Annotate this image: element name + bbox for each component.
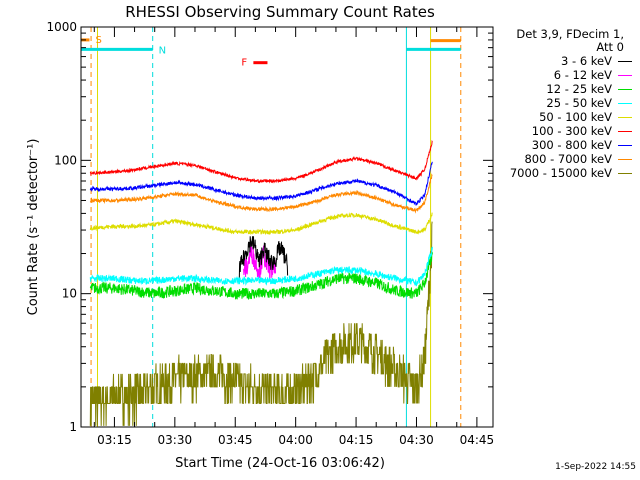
legend-entry: 100 - 300 keV <box>482 124 634 138</box>
legend-entry: 800 - 7000 keV <box>482 152 634 166</box>
legend-swatch <box>618 158 632 160</box>
y-tick-label: 1000 <box>46 20 77 34</box>
x-tick-label: 03:15 <box>97 433 132 447</box>
legend-label: 100 - 300 keV <box>531 124 612 138</box>
legend-swatch <box>618 116 632 118</box>
chart-title: RHESSI Observing Summary Count Rates <box>125 3 435 21</box>
legend-entry: 25 - 50 keV <box>482 96 634 110</box>
series-line-7000-15000-kev <box>89 221 433 426</box>
flag-label-f: F <box>241 58 247 69</box>
legend-swatch <box>618 144 632 146</box>
legend-label: 50 - 100 keV <box>539 110 612 124</box>
series-line-12-25-kev <box>89 251 433 300</box>
legend-label: 800 - 7000 keV <box>524 152 612 166</box>
legend-label: 300 - 800 keV <box>531 138 612 152</box>
x-tick-label: 04:45 <box>460 433 495 447</box>
legend-entry: 300 - 800 keV <box>482 138 634 152</box>
legend-swatch <box>618 172 632 174</box>
y-axis: 1 10 100 1000 <box>46 20 493 434</box>
legend-label: 6 - 12 keV <box>553 68 612 82</box>
flag-label-n: N <box>159 45 166 56</box>
legend-swatch <box>618 130 632 132</box>
legend-swatch <box>618 74 632 76</box>
generation-timestamp: 1-Sep-2022 14:55 <box>555 462 636 472</box>
y-tick-label: 1 <box>69 420 77 434</box>
x-axis: 03:15 03:30 03:45 04:00 04:15 04:30 04:45 <box>93 27 495 447</box>
series-line-300-800-kev <box>89 161 433 206</box>
legend-header-line-2: Att 0 <box>596 40 624 54</box>
legend-entry: 12 - 25 keV <box>482 82 634 96</box>
x-tick-label: 04:00 <box>278 433 313 447</box>
legend-label: 3 - 6 keV <box>561 54 612 68</box>
x-tick-label: 03:30 <box>158 433 193 447</box>
series-line-800-7000-kev <box>89 173 433 214</box>
legend-label: 7000 - 15000 keV <box>509 166 612 180</box>
series-line-3-6-kev <box>238 236 289 280</box>
flag-label-s: S <box>95 35 101 46</box>
series-line-100-300-kev <box>89 139 433 184</box>
y-tick-label: 10 <box>62 287 77 301</box>
legend-entry: 7000 - 15000 keV <box>482 166 634 180</box>
legend-entry: 3 - 6 keV <box>482 54 634 68</box>
series-line-50-100-kev <box>89 212 433 236</box>
legend-swatch <box>618 88 632 90</box>
legend: Det 3,9, FDecim 1, Att 0 3 - 6 keV 6 - 12… <box>482 28 634 180</box>
y-tick-label: 100 <box>54 153 77 167</box>
legend-swatch <box>618 60 632 62</box>
x-tick-label: 04:30 <box>399 433 434 447</box>
legend-header-line-1: Det 3,9, FDecim 1, <box>516 27 624 41</box>
x-axis-label: Start Time (24-Oct-16 03:06:42) <box>175 456 385 471</box>
legend-swatch <box>618 102 632 104</box>
legend-label: 25 - 50 keV <box>546 96 612 110</box>
plot-frame <box>80 26 494 428</box>
legend-label: 12 - 25 keV <box>546 82 612 96</box>
y-axis-label: Count Rate (s⁻¹ detector⁻¹) <box>26 139 41 316</box>
series-line-25-50-kev <box>89 246 433 287</box>
legend-entry: 50 - 100 keV <box>482 110 634 124</box>
x-tick-label: 03:45 <box>218 433 253 447</box>
x-tick-label: 04:15 <box>339 433 374 447</box>
legend-entry: 6 - 12 keV <box>482 68 634 82</box>
